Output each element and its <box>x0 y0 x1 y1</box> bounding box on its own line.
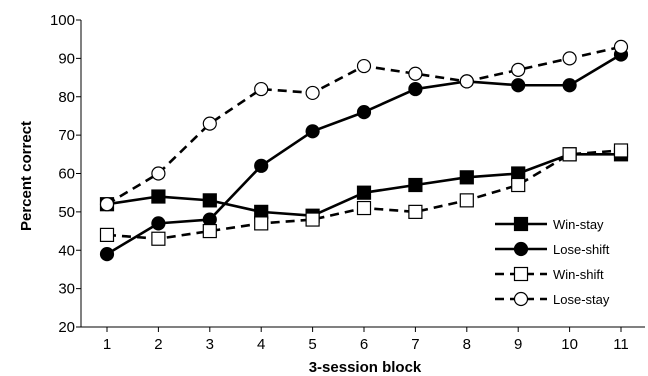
legend-label: Lose-stay <box>553 292 610 307</box>
data-point-lose-shift <box>408 81 423 97</box>
data-point-win-shift <box>511 177 526 193</box>
data-point-lose-stay <box>511 62 526 77</box>
data-point-win-shift <box>356 200 372 216</box>
y-tick-label: 20 <box>58 319 75 336</box>
y-tick-label: 30 <box>58 281 75 298</box>
data-point-lose-shift <box>99 246 115 262</box>
data-point-win-shift <box>254 216 269 231</box>
x-tick-label: 7 <box>411 336 419 353</box>
y-axis-title: Percent correct <box>18 121 35 231</box>
legend-label: Lose-shift <box>553 242 610 257</box>
data-point-lose-stay <box>151 166 166 181</box>
data-point-lose-shift <box>356 104 372 120</box>
data-point-win-shift <box>305 212 320 227</box>
data-point-lose-stay <box>99 197 115 212</box>
data-point-win-stay <box>408 177 423 193</box>
data-point-lose-shift <box>562 78 577 93</box>
data-point-win-stay <box>459 170 474 185</box>
x-tick-labels: 1 2 3 4 5 6 7 8 9 10 11 <box>103 327 629 353</box>
data-point-win-stay <box>151 189 166 204</box>
series-markers <box>99 39 629 262</box>
legend-item: Win-shift <box>495 266 604 282</box>
legend-marker <box>513 241 529 257</box>
x-tick-label: 4 <box>257 336 265 353</box>
x-tick-label: 9 <box>514 336 522 353</box>
y-tick-label: 100 <box>50 12 75 29</box>
x-tick-label: 2 <box>154 336 162 353</box>
data-point-win-shift <box>459 193 474 208</box>
data-point-win-stay <box>202 193 217 208</box>
data-point-win-shift <box>613 143 629 158</box>
y-tick-label: 50 <box>58 204 75 221</box>
data-point-lose-stay <box>562 51 577 66</box>
y-tick-label: 90 <box>58 50 75 67</box>
data-point-lose-shift <box>305 124 320 139</box>
x-tick-label: 6 <box>360 336 368 353</box>
x-tick-label: 1 <box>103 336 111 353</box>
data-point-lose-stay <box>613 39 629 54</box>
x-tick-label: 10 <box>561 336 578 353</box>
legend-label: Win-stay <box>553 217 604 232</box>
data-point-win-shift <box>151 231 166 246</box>
data-point-lose-stay <box>356 58 372 74</box>
legend-marker <box>513 291 529 307</box>
data-point-lose-stay <box>305 85 320 101</box>
legend-item: Lose-stay <box>495 291 610 307</box>
data-point-lose-stay <box>254 81 269 97</box>
y-tick-label: 40 <box>58 242 75 259</box>
data-point-lose-stay <box>202 116 217 131</box>
legend: Win-stay Lose-shift Win-shift Lose-stay <box>495 216 610 307</box>
series-group <box>99 39 629 262</box>
data-point-lose-stay <box>459 74 474 89</box>
data-point-win-stay <box>356 185 372 200</box>
y-tick-labels: 20 30 40 50 60 70 80 90 100 <box>50 12 81 336</box>
data-point-win-shift <box>99 227 115 242</box>
data-point-win-shift <box>202 223 217 239</box>
x-tick-label: 3 <box>206 336 214 353</box>
data-point-win-shift <box>562 147 577 162</box>
legend-marker <box>513 266 529 282</box>
x-axis-title: 3-session block <box>309 359 422 376</box>
legend-item: Lose-shift <box>495 241 610 257</box>
y-tick-label: 80 <box>58 89 75 106</box>
y-tick-label: 60 <box>58 166 75 183</box>
data-point-win-shift <box>408 204 423 219</box>
legend-marker <box>513 216 529 232</box>
x-tick-label: 11 <box>613 336 629 353</box>
data-point-lose-shift <box>151 216 166 231</box>
y-tick-label: 70 <box>58 127 75 144</box>
legend-label: Win-shift <box>553 267 604 282</box>
x-tick-label: 5 <box>308 336 316 353</box>
data-point-lose-stay <box>408 66 423 81</box>
x-tick-label: 8 <box>463 336 471 353</box>
data-point-lose-shift <box>511 78 526 93</box>
legend-item: Win-stay <box>495 216 604 232</box>
data-point-lose-shift <box>254 158 269 173</box>
